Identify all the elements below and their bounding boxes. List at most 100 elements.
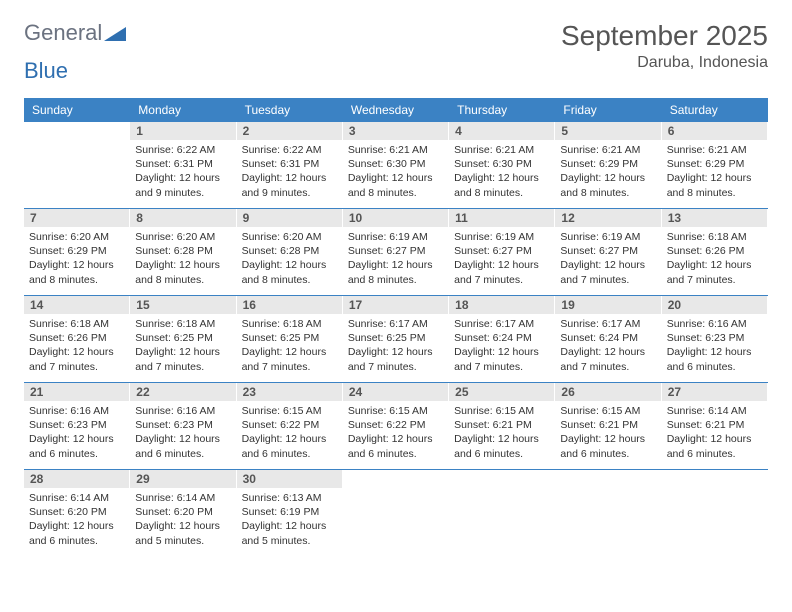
cell-body: Sunrise: 6:18 AMSunset: 6:25 PMDaylight:… <box>237 314 343 378</box>
calendar-cell: 5Sunrise: 6:21 AMSunset: 6:29 PMDaylight… <box>555 122 661 208</box>
day-number <box>662 470 768 488</box>
day-header-wednesday: Wednesday <box>343 98 449 122</box>
calendar-cell <box>24 122 130 208</box>
cell-body: Sunrise: 6:22 AMSunset: 6:31 PMDaylight:… <box>130 140 236 204</box>
sunset-text: Sunset: 6:20 PM <box>135 505 231 519</box>
cell-body: Sunrise: 6:21 AMSunset: 6:30 PMDaylight:… <box>343 140 449 204</box>
daylight-text: Daylight: 12 hours and 7 minutes. <box>454 258 550 286</box>
sunset-text: Sunset: 6:27 PM <box>560 244 656 258</box>
cell-body: Sunrise: 6:15 AMSunset: 6:22 PMDaylight:… <box>343 401 449 465</box>
sunrise-text: Sunrise: 6:18 AM <box>242 317 338 331</box>
calendar-cell: 1Sunrise: 6:22 AMSunset: 6:31 PMDaylight… <box>130 122 236 208</box>
day-number: 22 <box>130 383 236 401</box>
sunrise-text: Sunrise: 6:19 AM <box>454 230 550 244</box>
sunrise-text: Sunrise: 6:22 AM <box>242 143 338 157</box>
sunset-text: Sunset: 6:22 PM <box>348 418 444 432</box>
day-number <box>343 470 449 488</box>
daylight-text: Daylight: 12 hours and 7 minutes. <box>29 345 125 373</box>
sunset-text: Sunset: 6:23 PM <box>135 418 231 432</box>
calendar-cell: 18Sunrise: 6:17 AMSunset: 6:24 PMDayligh… <box>449 296 555 382</box>
cell-body: Sunrise: 6:14 AMSunset: 6:20 PMDaylight:… <box>130 488 236 552</box>
sunrise-text: Sunrise: 6:15 AM <box>560 404 656 418</box>
calendar-cell: 23Sunrise: 6:15 AMSunset: 6:22 PMDayligh… <box>237 383 343 469</box>
daylight-text: Daylight: 12 hours and 7 minutes. <box>135 345 231 373</box>
daylight-text: Daylight: 12 hours and 7 minutes. <box>560 345 656 373</box>
day-number <box>449 470 555 488</box>
daylight-text: Daylight: 12 hours and 8 minutes. <box>348 171 444 199</box>
day-number: 28 <box>24 470 130 488</box>
calendar-cell: 8Sunrise: 6:20 AMSunset: 6:28 PMDaylight… <box>130 209 236 295</box>
day-number: 9 <box>237 209 343 227</box>
cell-body: Sunrise: 6:14 AMSunset: 6:20 PMDaylight:… <box>24 488 130 552</box>
day-number: 27 <box>662 383 768 401</box>
sunset-text: Sunset: 6:23 PM <box>29 418 125 432</box>
sunset-text: Sunset: 6:29 PM <box>560 157 656 171</box>
sunrise-text: Sunrise: 6:15 AM <box>454 404 550 418</box>
daylight-text: Daylight: 12 hours and 9 minutes. <box>242 171 338 199</box>
sunset-text: Sunset: 6:27 PM <box>454 244 550 258</box>
day-headers-row: Sunday Monday Tuesday Wednesday Thursday… <box>24 98 768 122</box>
day-number: 26 <box>555 383 661 401</box>
daylight-text: Daylight: 12 hours and 7 minutes. <box>454 345 550 373</box>
logo: General <box>24 20 126 46</box>
sunrise-text: Sunrise: 6:16 AM <box>667 317 763 331</box>
daylight-text: Daylight: 12 hours and 7 minutes. <box>667 258 763 286</box>
calendar-cell <box>662 470 768 556</box>
day-number: 17 <box>343 296 449 314</box>
sunrise-text: Sunrise: 6:19 AM <box>560 230 656 244</box>
calendar-cell: 15Sunrise: 6:18 AMSunset: 6:25 PMDayligh… <box>130 296 236 382</box>
logo-triangle-icon <box>104 25 126 41</box>
calendar-cell <box>343 470 449 556</box>
cell-body: Sunrise: 6:20 AMSunset: 6:28 PMDaylight:… <box>237 227 343 291</box>
sunset-text: Sunset: 6:20 PM <box>29 505 125 519</box>
day-header-tuesday: Tuesday <box>237 98 343 122</box>
day-number: 5 <box>555 122 661 140</box>
sunrise-text: Sunrise: 6:17 AM <box>560 317 656 331</box>
sunset-text: Sunset: 6:22 PM <box>242 418 338 432</box>
sunset-text: Sunset: 6:28 PM <box>242 244 338 258</box>
sunset-text: Sunset: 6:31 PM <box>135 157 231 171</box>
daylight-text: Daylight: 12 hours and 8 minutes. <box>242 258 338 286</box>
calendar-cell <box>449 470 555 556</box>
cell-body: Sunrise: 6:13 AMSunset: 6:19 PMDaylight:… <box>237 488 343 552</box>
day-number: 23 <box>237 383 343 401</box>
daylight-text: Daylight: 12 hours and 8 minutes. <box>29 258 125 286</box>
sunset-text: Sunset: 6:19 PM <box>242 505 338 519</box>
calendar-cell: 29Sunrise: 6:14 AMSunset: 6:20 PMDayligh… <box>130 470 236 556</box>
sunset-text: Sunset: 6:31 PM <box>242 157 338 171</box>
daylight-text: Daylight: 12 hours and 9 minutes. <box>135 171 231 199</box>
logo-text-general: General <box>24 20 102 46</box>
sunrise-text: Sunrise: 6:22 AM <box>135 143 231 157</box>
cell-body: Sunrise: 6:18 AMSunset: 6:26 PMDaylight:… <box>24 314 130 378</box>
sunset-text: Sunset: 6:29 PM <box>29 244 125 258</box>
calendar-cell: 2Sunrise: 6:22 AMSunset: 6:31 PMDaylight… <box>237 122 343 208</box>
daylight-text: Daylight: 12 hours and 6 minutes. <box>29 519 125 547</box>
calendar-cell: 16Sunrise: 6:18 AMSunset: 6:25 PMDayligh… <box>237 296 343 382</box>
sunrise-text: Sunrise: 6:21 AM <box>348 143 444 157</box>
sunset-text: Sunset: 6:30 PM <box>454 157 550 171</box>
sunrise-text: Sunrise: 6:14 AM <box>667 404 763 418</box>
sunrise-text: Sunrise: 6:21 AM <box>560 143 656 157</box>
day-number: 8 <box>130 209 236 227</box>
cell-body: Sunrise: 6:15 AMSunset: 6:22 PMDaylight:… <box>237 401 343 465</box>
calendar-cell: 13Sunrise: 6:18 AMSunset: 6:26 PMDayligh… <box>662 209 768 295</box>
sunrise-text: Sunrise: 6:14 AM <box>135 491 231 505</box>
sunrise-text: Sunrise: 6:17 AM <box>454 317 550 331</box>
daylight-text: Daylight: 12 hours and 6 minutes. <box>667 432 763 460</box>
day-header-monday: Monday <box>130 98 236 122</box>
location-label: Daruba, Indonesia <box>561 54 768 72</box>
weeks-container: 1Sunrise: 6:22 AMSunset: 6:31 PMDaylight… <box>24 122 768 556</box>
sunset-text: Sunset: 6:21 PM <box>667 418 763 432</box>
day-number: 16 <box>237 296 343 314</box>
week-row: 7Sunrise: 6:20 AMSunset: 6:29 PMDaylight… <box>24 209 768 296</box>
week-row: 1Sunrise: 6:22 AMSunset: 6:31 PMDaylight… <box>24 122 768 209</box>
sunrise-text: Sunrise: 6:19 AM <box>348 230 444 244</box>
title-block: September 2025 Daruba, Indonesia <box>561 20 768 72</box>
cell-body: Sunrise: 6:16 AMSunset: 6:23 PMDaylight:… <box>662 314 768 378</box>
calendar-cell: 6Sunrise: 6:21 AMSunset: 6:29 PMDaylight… <box>662 122 768 208</box>
cell-body: Sunrise: 6:17 AMSunset: 6:24 PMDaylight:… <box>555 314 661 378</box>
calendar: Sunday Monday Tuesday Wednesday Thursday… <box>24 98 768 556</box>
day-number <box>24 122 130 140</box>
calendar-cell: 27 Sunrise: 6:14 AMSunset: 6:21 PMDayligh… <box>662 383 768 469</box>
sunrise-text: Sunrise: 6:13 AM <box>242 491 338 505</box>
